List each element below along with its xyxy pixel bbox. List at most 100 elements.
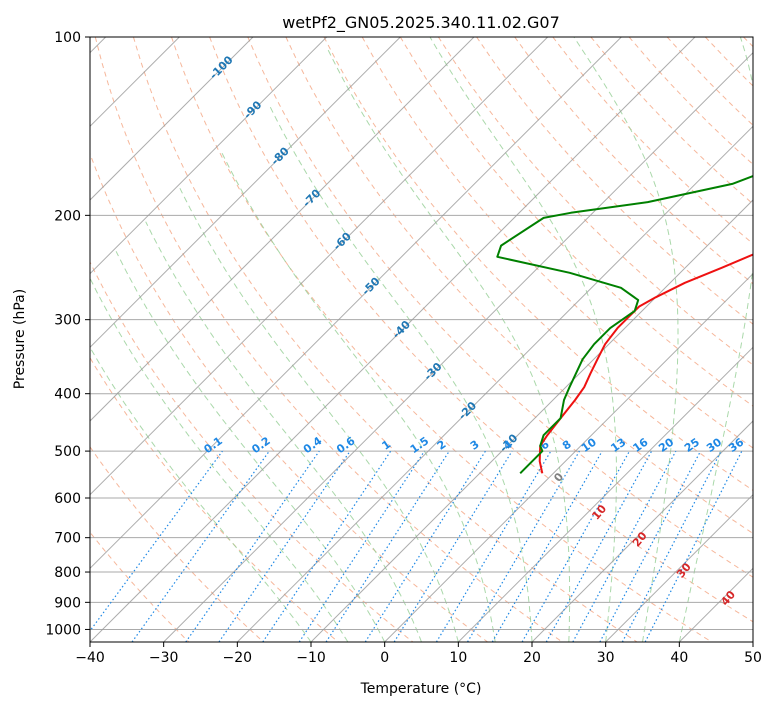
isotherm-line <box>457 346 753 642</box>
isotherm-label: -90 <box>241 98 264 121</box>
mixing-ratio-line <box>491 450 603 642</box>
isotherm-line <box>90 37 549 496</box>
dry-adiabat <box>94 37 563 642</box>
dry-adiabat <box>209 37 753 623</box>
mixing-ratio-label: 13 <box>608 436 628 455</box>
y-tick-label: 700 <box>54 531 81 547</box>
mixing-ratio-label: 36 <box>726 435 746 455</box>
isobar-gridlines <box>90 37 753 630</box>
moist-adiabat <box>678 37 753 642</box>
mixing-ratio-lines <box>90 450 743 642</box>
moist-adiabat <box>429 37 617 642</box>
x-tick-label: 0 <box>380 650 389 666</box>
dry-adiabat <box>437 37 753 366</box>
moist-adiabat <box>327 49 571 642</box>
mixing-ratio-label: 0.2 <box>249 434 272 456</box>
dewpoint-line <box>496 174 753 475</box>
isotherm-line <box>310 199 753 642</box>
x-tick-label: 50 <box>744 650 762 666</box>
x-tick-label: 20 <box>523 650 541 666</box>
y-tick-label: 400 <box>54 387 81 403</box>
mixing-ratio-label: 25 <box>682 436 702 455</box>
mixing-ratio-label: 2 <box>435 438 449 453</box>
moist-adiabat <box>145 221 422 642</box>
mixing-ratio-label: 3 <box>468 438 482 453</box>
moist-adiabat <box>115 251 386 642</box>
y-tick-label: 300 <box>54 313 81 329</box>
moist-adiabat <box>179 187 459 642</box>
y-tick-label: 500 <box>54 444 81 460</box>
isotherm-line <box>236 125 753 642</box>
isotherm-line <box>90 37 475 422</box>
mixing-ratio-label: 8 <box>560 438 574 453</box>
isotherm-label: -40 <box>390 318 413 341</box>
x-tick-label: −10 <box>296 650 326 666</box>
dry-adiabat <box>90 356 339 642</box>
dry-adiabat <box>361 37 753 449</box>
isotherm-label: -100 <box>207 53 236 82</box>
isotherm-line <box>90 37 622 570</box>
isotherm-label: -50 <box>359 274 382 297</box>
isotherm-line <box>752 641 753 642</box>
mixing-ratio-label: 0.4 <box>301 434 325 456</box>
mixing-ratio-line <box>262 450 392 642</box>
dry-adiabat <box>90 260 414 642</box>
isotherm-line <box>678 567 753 642</box>
moist-adiabat <box>219 149 496 642</box>
moist-adiabat-label: 40 <box>718 588 738 608</box>
y-tick-label: 100 <box>54 30 81 46</box>
mixing-ratio-line <box>599 450 702 642</box>
mixing-ratio-line <box>185 450 320 642</box>
dry-adiabat <box>247 37 753 578</box>
mixing-ratio-line <box>218 450 351 642</box>
isotherm-line <box>384 272 753 642</box>
isotherm-label: -60 <box>331 230 354 253</box>
isotherm-line <box>163 51 753 642</box>
x-tick-label: −20 <box>223 650 253 666</box>
chart-title: wetPf2_GN05.2025.340.11.02.G07 <box>282 13 560 33</box>
mixing-ratio-line <box>298 450 425 642</box>
mixing-ratio-line <box>325 450 450 642</box>
moist-adiabat <box>90 346 312 642</box>
dry-adiabat <box>552 37 753 245</box>
x-tick-label: 10 <box>449 650 467 666</box>
isotherm-gridlines <box>90 37 753 642</box>
dry-adiabat <box>90 446 264 642</box>
mixing-ratio-line <box>545 450 653 642</box>
y-axis-label: Pressure (hPa) <box>12 289 28 389</box>
mixing-ratio-line <box>393 450 513 642</box>
moist-adiabat <box>573 37 679 642</box>
mixing-ratio-label: 20 <box>656 435 676 455</box>
y-tick-label: 1000 <box>45 622 81 638</box>
dry-adiabat <box>90 152 488 642</box>
y-tick-label: 900 <box>54 595 81 611</box>
dry-adiabat <box>90 531 190 642</box>
line-labels: -100-90-80-70-60-50-40-30-20-100.1 0.2 0.4… <box>202 53 747 608</box>
dry-adiabats <box>90 37 753 642</box>
x-tick-label: −30 <box>149 650 179 666</box>
y-tick-label: 600 <box>54 491 81 507</box>
mixing-ratio-label: 1.5 <box>408 434 431 456</box>
dry-adiabat <box>666 37 753 126</box>
moist-adiabat <box>268 104 533 642</box>
dry-adiabat <box>323 37 753 491</box>
y-axis-ticks: 100 200 300 400 500 600 700 800 900 1000 <box>45 30 90 638</box>
isotherm-line <box>531 420 753 642</box>
moist-adiabat-label: 10 <box>589 502 609 522</box>
mixing-ratio-line <box>90 450 223 632</box>
mixing-ratio-line <box>644 450 743 642</box>
x-tick-label: 40 <box>670 650 688 666</box>
mixing-ratio-line <box>466 450 580 642</box>
mixing-ratio-line <box>364 450 486 642</box>
dry-adiabat <box>171 37 712 642</box>
temperature-line <box>538 253 753 474</box>
mixing-ratio-label: 0.6 <box>334 434 358 456</box>
mixing-ratio-label: 1 <box>379 438 393 453</box>
x-tick-label: 30 <box>597 650 615 666</box>
moist-adiabats <box>90 37 753 642</box>
isotherm-line <box>90 37 328 275</box>
y-tick-label: 800 <box>54 565 81 581</box>
isotherm-line <box>605 493 753 642</box>
isotherm-line <box>90 37 254 201</box>
